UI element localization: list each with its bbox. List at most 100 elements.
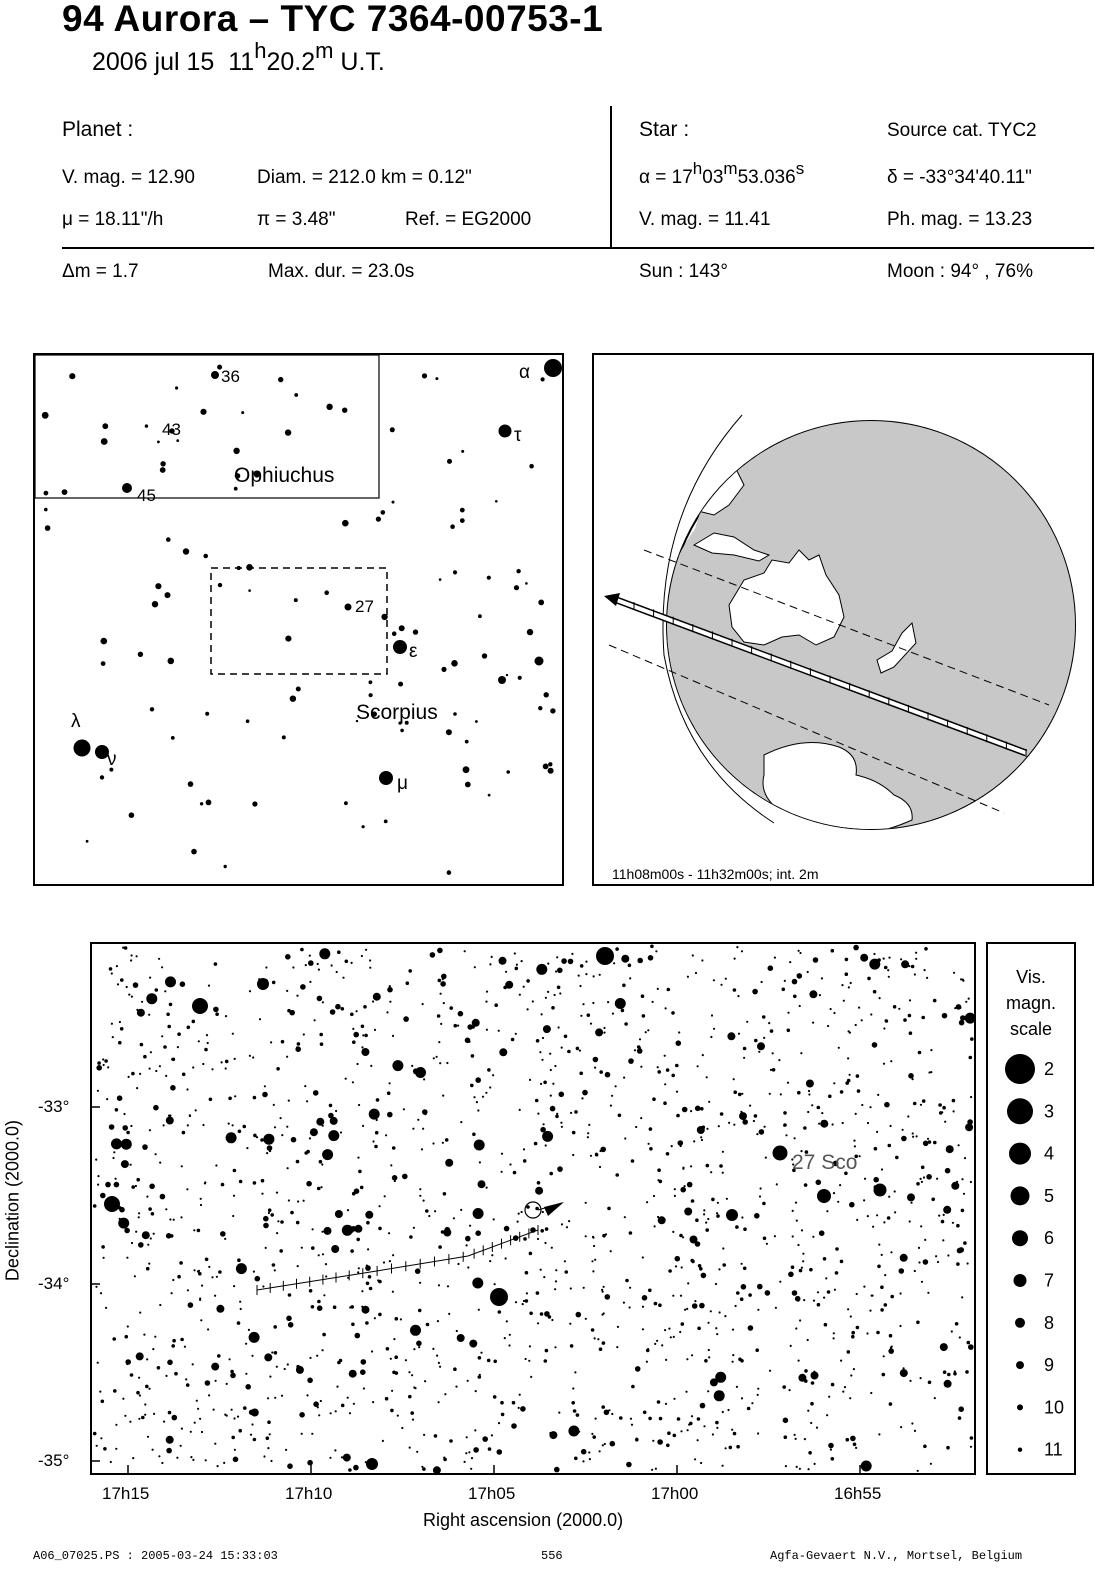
field-star (594, 1417, 597, 1420)
field-star (579, 1071, 583, 1076)
field-star (958, 1406, 964, 1412)
field-star (873, 1176, 879, 1183)
field-star (540, 1082, 543, 1085)
field-star (866, 1332, 869, 1335)
field-star (114, 1177, 117, 1180)
finder-star (505, 673, 509, 677)
field-star (149, 1051, 152, 1054)
finder-star (516, 569, 521, 574)
field-star (100, 1437, 103, 1440)
field-star (828, 1094, 832, 1099)
field-star (956, 1262, 960, 1266)
field-star (287, 1199, 290, 1202)
field-star (443, 1456, 446, 1459)
field-star (162, 1124, 165, 1127)
field-star (845, 1081, 849, 1085)
field-star (902, 1367, 905, 1370)
finder-star (95, 745, 109, 759)
field-star (624, 1137, 627, 1140)
finder-star (453, 712, 457, 716)
field-star (361, 1048, 370, 1056)
field-star (942, 1239, 945, 1242)
field-star (927, 1140, 932, 1144)
field-star (942, 1105, 946, 1110)
field-star (384, 1396, 389, 1401)
field-star (794, 1295, 801, 1302)
finder-star (344, 801, 348, 806)
field-star (855, 1446, 858, 1449)
field-star (239, 1307, 242, 1311)
field-star (705, 1221, 708, 1224)
field-star (712, 979, 716, 982)
field-star (663, 1054, 666, 1057)
field-star (480, 1351, 483, 1354)
field-star (306, 1100, 309, 1103)
field-star (587, 1132, 590, 1135)
field-star (910, 1201, 913, 1204)
dec-tick-35: -35° (38, 1451, 70, 1470)
field-star (155, 1069, 158, 1073)
field-star (372, 992, 381, 1001)
field-star (158, 1065, 161, 1068)
finder-star (538, 599, 545, 606)
field-star (699, 1402, 706, 1409)
field-star (522, 1148, 526, 1151)
field-star (133, 1275, 136, 1278)
field-star (252, 1437, 257, 1442)
field-star (165, 1074, 168, 1077)
event-minute: 20.2 (266, 48, 316, 76)
field-star (358, 1169, 362, 1174)
field-star (686, 975, 690, 978)
field-star (921, 1099, 926, 1103)
field-star (429, 952, 436, 958)
field-star (165, 976, 176, 988)
field-star (870, 1013, 873, 1016)
field-star (465, 1452, 468, 1455)
field-star (247, 1328, 250, 1331)
field-star (963, 1157, 967, 1160)
field-star (265, 966, 268, 969)
finder-star (100, 438, 108, 445)
field-star (287, 1099, 290, 1102)
shadow-path-inner (613, 597, 1027, 755)
field-star (866, 1121, 870, 1125)
field-star (890, 1251, 893, 1254)
field-star (362, 1387, 365, 1390)
field-star (873, 1146, 878, 1151)
field-star (408, 969, 413, 973)
field-star (472, 1132, 476, 1137)
field-star (457, 1262, 460, 1266)
field-star (818, 1122, 821, 1125)
field-star (489, 963, 492, 966)
field-star (740, 950, 744, 953)
field-star (231, 1124, 234, 1127)
field-star (733, 1123, 736, 1126)
field-star (320, 1186, 323, 1189)
finder-star (461, 449, 465, 453)
field-star (385, 1134, 388, 1137)
field-star (762, 1236, 767, 1241)
field-star (262, 1285, 265, 1288)
field-star (854, 1154, 858, 1159)
field-star (652, 1097, 656, 1101)
field-star (679, 1233, 683, 1238)
field-star (149, 976, 152, 979)
field-star (823, 1296, 826, 1299)
field-star (267, 1420, 271, 1424)
field-star (880, 1308, 884, 1312)
field-star (374, 1130, 379, 1135)
field-star (764, 1156, 767, 1159)
field-star (161, 1035, 164, 1038)
field-star (520, 1210, 523, 1214)
field-star (783, 979, 786, 982)
field-star (153, 1104, 159, 1111)
field-star (202, 1123, 205, 1127)
field-star (389, 1357, 392, 1360)
field-star (603, 1442, 606, 1446)
field-star (826, 1290, 831, 1294)
finder-star (543, 692, 549, 698)
field-star (740, 1397, 744, 1400)
field-star (335, 1109, 338, 1113)
field-star (926, 1174, 932, 1180)
field-star (586, 1013, 591, 1017)
